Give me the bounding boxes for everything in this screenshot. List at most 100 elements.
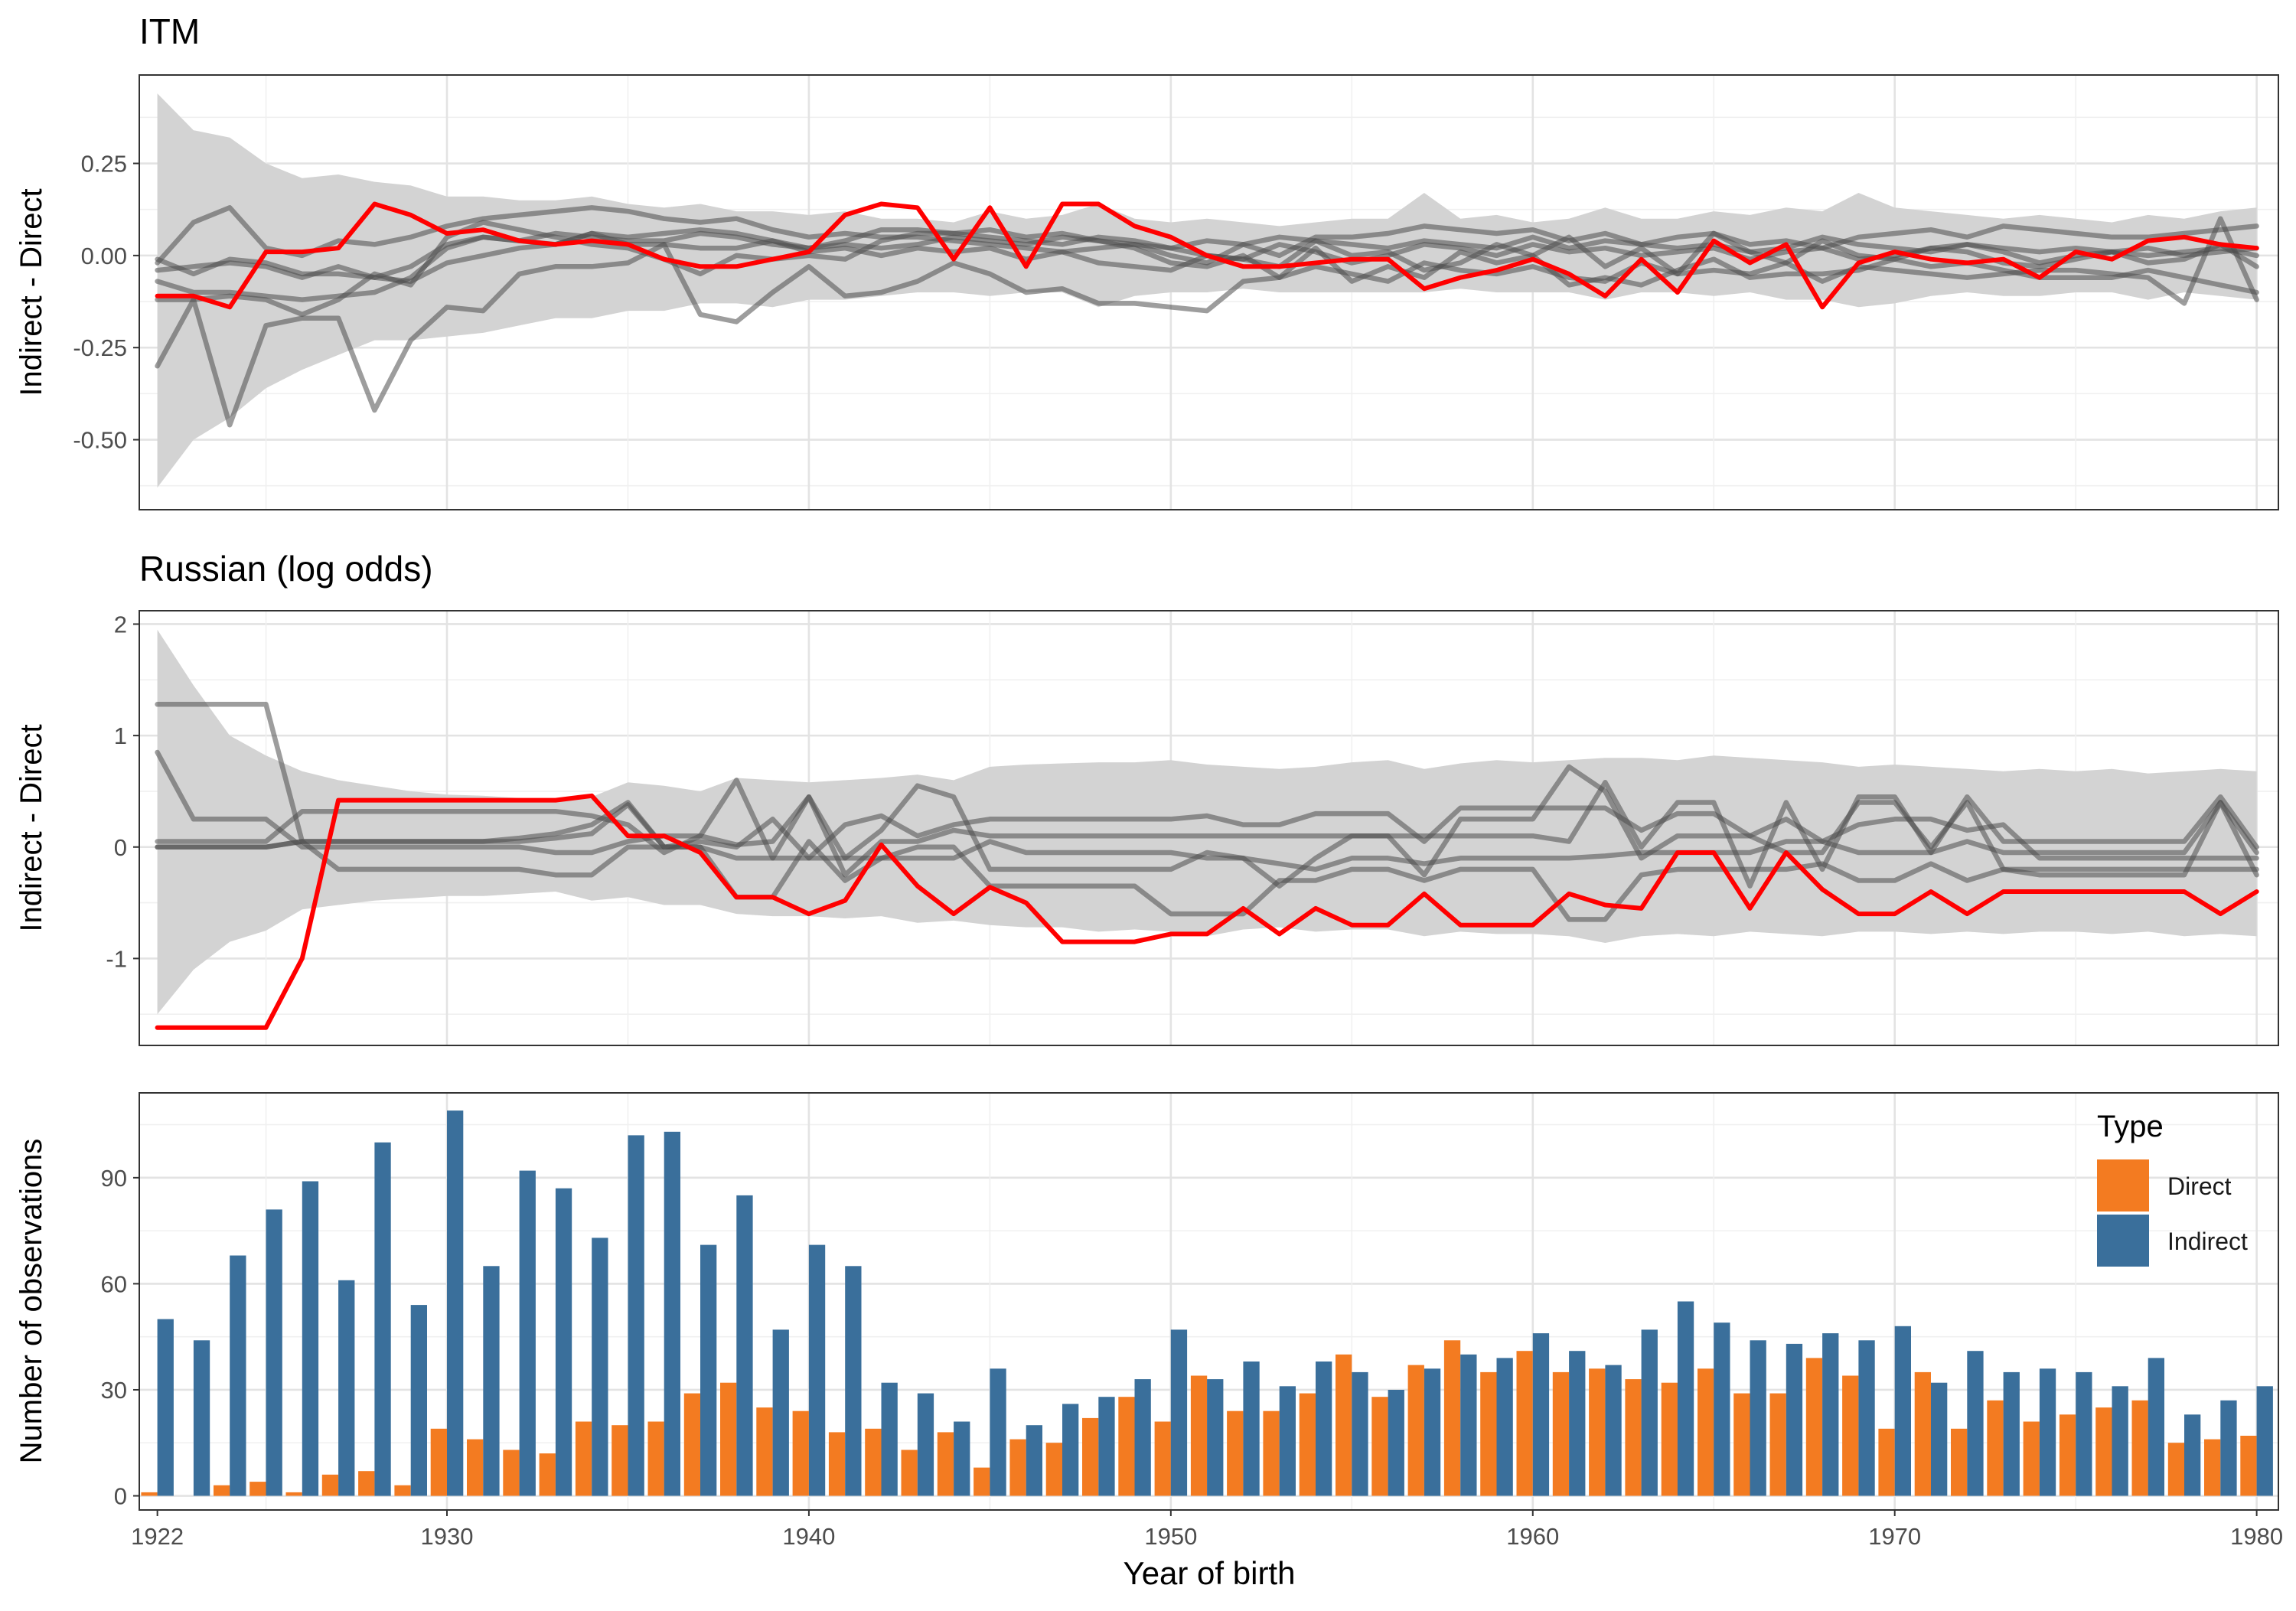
bar-indirect-1949 bbox=[1134, 1379, 1151, 1496]
bar-direct-1946 bbox=[1009, 1439, 1026, 1496]
russian-lines-layer bbox=[155, 702, 2259, 1030]
russian-band bbox=[157, 629, 2257, 1015]
x-tick-label: 1970 bbox=[1868, 1523, 1921, 1550]
bar-indirect-1963 bbox=[1641, 1329, 1658, 1496]
bar-indirect-1939 bbox=[772, 1329, 789, 1496]
bar-indirect-1944 bbox=[954, 1421, 970, 1496]
bar-indirect-1965 bbox=[1714, 1322, 1730, 1496]
russian-plot-border bbox=[139, 610, 2279, 1046]
legend: Type Direct Indirect bbox=[2097, 1110, 2248, 1267]
bar-indirect-1943 bbox=[917, 1393, 934, 1496]
russian-title: Russian (log odds) bbox=[139, 549, 433, 589]
x-tick-label: 1960 bbox=[1506, 1523, 1559, 1550]
bar-indirect-1953 bbox=[1279, 1386, 1296, 1496]
bar-direct-1974 bbox=[2023, 1421, 2040, 1496]
bar-indirect-1971 bbox=[1931, 1382, 1948, 1496]
bar-direct-1954 bbox=[1299, 1393, 1316, 1496]
observations-y-tick-label: 30 bbox=[101, 1377, 127, 1404]
bar-direct-1975 bbox=[2059, 1414, 2076, 1496]
bar-indirect-1928 bbox=[374, 1142, 391, 1496]
itm-permutation-line-2 bbox=[155, 216, 2259, 428]
bar-indirect-1922 bbox=[157, 1319, 174, 1496]
observations-y-tick-label: 0 bbox=[114, 1483, 127, 1510]
x-tick-label: 1950 bbox=[1144, 1523, 1197, 1550]
bar-indirect-1945 bbox=[990, 1368, 1006, 1496]
bar-indirect-1975 bbox=[2076, 1371, 2092, 1496]
bar-indirect-1960 bbox=[1532, 1333, 1550, 1496]
bar-indirect-1927 bbox=[338, 1280, 355, 1496]
russian-panel: Russian (log odds) -1 0 1 2 Indirect - Dire… bbox=[15, 549, 2279, 1046]
bar-direct-1962 bbox=[1589, 1368, 1606, 1496]
bar-direct-1950 bbox=[1154, 1421, 1171, 1496]
bar-indirect-1925 bbox=[266, 1209, 282, 1496]
bar-direct-1953 bbox=[1263, 1410, 1280, 1496]
itm-band bbox=[157, 93, 2257, 488]
bar-direct-1961 bbox=[1552, 1371, 1570, 1496]
observations-plot-border bbox=[139, 1092, 2279, 1511]
bar-indirect-1956 bbox=[1388, 1390, 1404, 1496]
bar-direct-1952 bbox=[1227, 1410, 1244, 1496]
x-tick-label: 1940 bbox=[782, 1523, 835, 1550]
bar-direct-1971 bbox=[1914, 1371, 1931, 1496]
x-axis-label: Year of birth bbox=[1124, 1555, 1296, 1591]
bar-direct-1942 bbox=[865, 1428, 882, 1496]
bar-direct-1969 bbox=[1842, 1375, 1859, 1496]
bar-indirect-1929 bbox=[410, 1305, 427, 1496]
bar-indirect-1973 bbox=[2003, 1371, 2020, 1496]
itm-band-layer bbox=[157, 93, 2257, 488]
itm-permutation-line-1 bbox=[155, 205, 2259, 266]
bar-indirect-1957 bbox=[1424, 1368, 1441, 1496]
bar-direct-1957 bbox=[1407, 1365, 1424, 1496]
legend-swatch-direct bbox=[2097, 1159, 2149, 1212]
itm-y-tick-label: -0.50 bbox=[73, 427, 127, 454]
x-tick-label: 1980 bbox=[2230, 1523, 2283, 1550]
bar-direct-1949 bbox=[1118, 1397, 1135, 1496]
observations-panel: 0 30 60 90 1922 1930 1940 1950 1960 1970 1980 Num… bbox=[15, 1092, 2283, 1591]
bar-direct-1925 bbox=[249, 1482, 266, 1496]
bar-indirect-1955 bbox=[1352, 1371, 1368, 1496]
russian-band-layer bbox=[157, 629, 2257, 1015]
bar-direct-1979 bbox=[2204, 1439, 2221, 1496]
bar-direct-1956 bbox=[1371, 1397, 1388, 1496]
bar-direct-1973 bbox=[1987, 1400, 2004, 1496]
russian-y-tick-label: -1 bbox=[106, 945, 127, 972]
bar-indirect-1935 bbox=[628, 1135, 644, 1496]
bar-indirect-1947 bbox=[1062, 1404, 1079, 1496]
bar-indirect-1966 bbox=[1750, 1340, 1766, 1496]
bar-indirect-1940 bbox=[808, 1244, 826, 1496]
bar-indirect-1980 bbox=[2256, 1386, 2273, 1496]
russian-y-tick-label: 1 bbox=[114, 722, 127, 749]
russian-permutation-line-5 bbox=[155, 839, 2259, 922]
bar-direct-1977 bbox=[2131, 1400, 2148, 1496]
bar-indirect-1923 bbox=[193, 1340, 210, 1496]
bar-indirect-1942 bbox=[881, 1382, 898, 1496]
bar-direct-1959 bbox=[1480, 1371, 1497, 1496]
bar-direct-1937 bbox=[683, 1393, 701, 1496]
bar-indirect-1930 bbox=[447, 1110, 464, 1496]
bar-direct-1958 bbox=[1443, 1340, 1461, 1496]
bar-indirect-1938 bbox=[736, 1195, 753, 1496]
bar-direct-1980 bbox=[2240, 1436, 2257, 1496]
bar-direct-1964 bbox=[1661, 1382, 1678, 1496]
bar-indirect-1937 bbox=[700, 1244, 717, 1496]
bar-direct-1944 bbox=[937, 1432, 954, 1496]
bar-indirect-1959 bbox=[1496, 1358, 1513, 1496]
bar-direct-1978 bbox=[2167, 1443, 2185, 1496]
russian-y-tick-label: 0 bbox=[114, 834, 127, 861]
observations-x-ticks: 1922 1930 1940 1950 1960 1970 1980 bbox=[131, 1510, 2283, 1550]
bar-direct-1951 bbox=[1190, 1375, 1208, 1496]
legend-label-direct: Direct bbox=[2167, 1172, 2232, 1200]
bar-indirect-1968 bbox=[1822, 1333, 1839, 1496]
bar-indirect-1970 bbox=[1894, 1326, 1911, 1496]
itm-y-tick-label: 0.25 bbox=[81, 151, 127, 178]
bar-indirect-1933 bbox=[555, 1188, 572, 1496]
bar-direct-1972 bbox=[1951, 1428, 1968, 1496]
bar-indirect-1941 bbox=[845, 1266, 862, 1496]
bar-direct-1967 bbox=[1769, 1393, 1786, 1496]
bar-indirect-1950 bbox=[1170, 1329, 1188, 1496]
bar-direct-1945 bbox=[974, 1467, 990, 1496]
itm-observed-line bbox=[155, 201, 2259, 310]
bar-direct-1939 bbox=[756, 1407, 773, 1496]
observations-y-ticks: 0 30 60 90 bbox=[101, 1165, 139, 1510]
